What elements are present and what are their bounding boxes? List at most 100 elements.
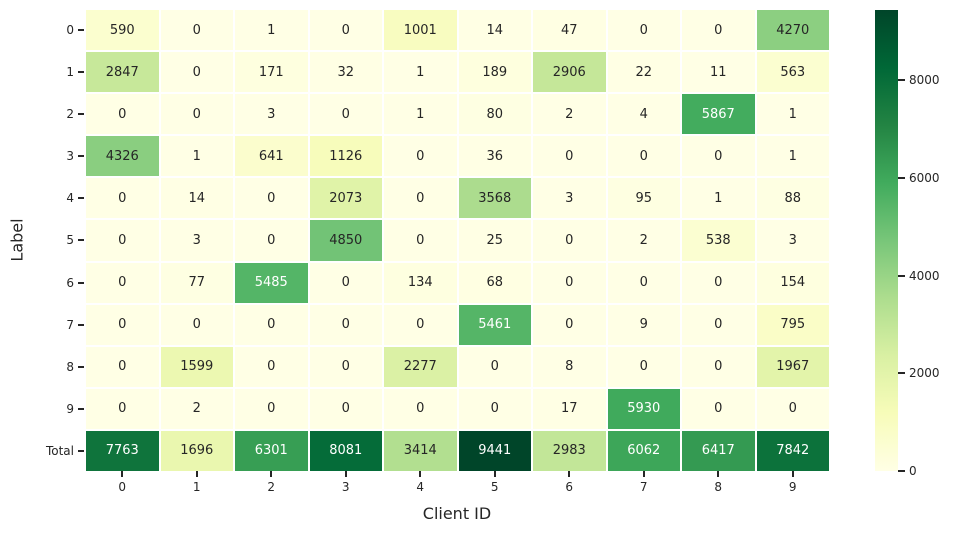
heatmap-cell: 0 <box>384 178 457 219</box>
heatmap-cell: 0 <box>384 220 457 261</box>
heatmap-cell: 0 <box>682 304 755 345</box>
heatmap-cell: 7842 <box>756 430 829 471</box>
colorbar-tick-mark <box>898 79 905 82</box>
x-tick-mark <box>493 471 496 477</box>
heatmap-cell: 0 <box>160 10 233 51</box>
x-tick: 1 <box>161 471 234 494</box>
heatmap-cell: 95 <box>607 178 680 219</box>
y-tick-label: 5 <box>66 233 74 248</box>
heatmap-cell: 5867 <box>682 94 755 135</box>
x-tick-mark <box>195 471 198 477</box>
colorbar-tick-label: 2000 <box>909 366 940 381</box>
heatmap-cell: 1967 <box>756 346 829 387</box>
x-tick-mark <box>419 471 422 477</box>
y-tick-label: 4 <box>66 191 74 206</box>
heatmap-cell: 0 <box>235 304 308 345</box>
x-tick-mark <box>568 471 571 477</box>
colorbar-tick: 2000 <box>898 366 940 380</box>
heatmap-cell: 3 <box>533 178 606 219</box>
heatmap-cell: 25 <box>458 220 531 261</box>
y-tick-mark <box>78 29 84 32</box>
heatmap-cell: 0 <box>682 262 755 303</box>
y-tick: 1 <box>0 52 86 92</box>
y-tick: 7 <box>0 305 86 345</box>
y-tick-label: 2 <box>66 107 74 122</box>
y-tick-labels: 0 1 2 3 4 5 6 7 8 9 Total <box>0 10 86 471</box>
y-tick-label: 8 <box>66 359 74 374</box>
x-tick-labels: 0 1 2 3 4 5 6 7 8 9 <box>86 471 829 494</box>
heatmap-cell: 1 <box>384 94 457 135</box>
heatmap-cell: 1 <box>384 52 457 93</box>
colorbar-tick-mark <box>898 470 905 472</box>
y-tick: 4 <box>0 178 86 218</box>
heatmap-cell: 0 <box>86 94 159 135</box>
heatmap-cell: 0 <box>235 178 308 219</box>
y-tick-label: Total <box>45 443 74 458</box>
y-tick-mark <box>78 449 84 452</box>
colorbar-tick: 4000 <box>898 269 940 283</box>
heatmap-cell: 0 <box>533 304 606 345</box>
heatmap-cell: 1 <box>160 136 233 177</box>
x-tick-mark <box>344 471 347 477</box>
colorbar-tick: 6000 <box>898 171 940 185</box>
heatmap-cell: 0 <box>756 388 829 429</box>
heatmap-cell: 1 <box>682 178 755 219</box>
heatmap-cell: 9441 <box>458 430 531 471</box>
heatmap-cell: 0 <box>235 388 308 429</box>
y-tick-mark <box>78 113 84 116</box>
heatmap-cell: 2983 <box>533 430 606 471</box>
colorbar-tick-mark <box>898 372 905 375</box>
heatmap-cell: 0 <box>309 262 382 303</box>
x-tick-label: 7 <box>639 480 648 494</box>
heatmap-cell: 0 <box>384 304 457 345</box>
heatmap-cell: 5485 <box>235 262 308 303</box>
x-tick: 3 <box>310 471 383 494</box>
heatmap-cell: 189 <box>458 52 531 93</box>
heatmap-cell: 0 <box>309 346 382 387</box>
heatmap-cell: 36 <box>458 136 531 177</box>
x-tick: 0 <box>86 471 159 494</box>
x-tick: 6 <box>533 471 606 494</box>
heatmap-cell: 641 <box>235 136 308 177</box>
heatmap-cell: 2906 <box>533 52 606 93</box>
y-tick: 5 <box>0 220 86 260</box>
heatmap-cell: 88 <box>756 178 829 219</box>
heatmap-cell: 0 <box>682 10 755 51</box>
heatmap-cell: 0 <box>160 304 233 345</box>
x-tick-mark <box>121 471 124 477</box>
y-tick: Total <box>0 431 86 471</box>
heatmap-cell: 4326 <box>86 136 159 177</box>
colorbar-tick-mark <box>898 274 905 277</box>
heatmap-cell: 9 <box>607 304 680 345</box>
x-tick: 2 <box>235 471 308 494</box>
heatmap-cell: 1 <box>235 10 308 51</box>
x-tick-label: 5 <box>490 480 499 494</box>
y-tick: 8 <box>0 347 86 387</box>
heatmap-cell: 4 <box>607 94 680 135</box>
y-tick: 0 <box>0 10 86 50</box>
heatmap-cell: 0 <box>309 304 382 345</box>
x-tick: 9 <box>757 471 830 494</box>
colorbar-tick-mark <box>898 177 905 180</box>
heatmap-cell: 2 <box>533 94 606 135</box>
y-tick-mark <box>78 155 84 158</box>
heatmap-cell: 3 <box>756 220 829 261</box>
y-tick-mark <box>78 239 84 242</box>
heatmap-cell: 0 <box>86 262 159 303</box>
heatmap-cell: 0 <box>607 10 680 51</box>
heatmap-grid: 590 0 1 0 1001 14 47 0 0 4270 2847 0 171 32 1 189 2906 22… <box>86 10 829 471</box>
heatmap-cell: 6417 <box>682 430 755 471</box>
heatmap-cell: 0 <box>384 388 457 429</box>
x-tick-label: 0 <box>118 480 127 494</box>
heatmap-cell: 795 <box>756 304 829 345</box>
y-tick-mark <box>78 281 84 284</box>
y-tick-mark <box>78 71 84 74</box>
colorbar-gradient <box>875 10 898 471</box>
heatmap-cell: 22 <box>607 52 680 93</box>
y-tick-mark <box>78 323 84 326</box>
y-tick-mark <box>78 365 84 368</box>
heatmap-cell: 47 <box>533 10 606 51</box>
x-tick-label: 8 <box>714 480 723 494</box>
heatmap-cell: 0 <box>682 136 755 177</box>
